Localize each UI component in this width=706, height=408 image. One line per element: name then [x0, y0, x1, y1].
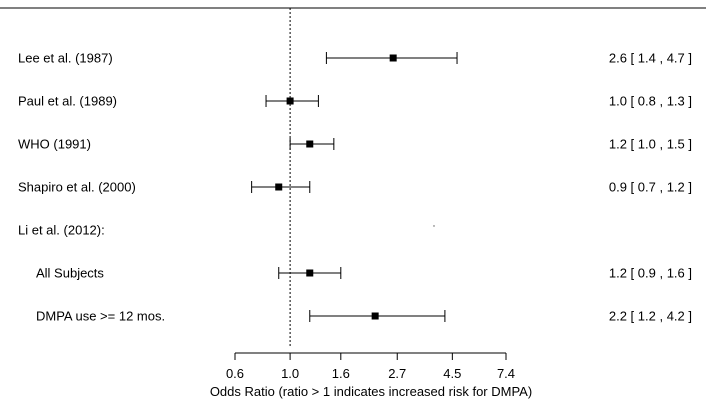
x-tick-label: 4.5	[443, 366, 461, 381]
study-row: Li et al. (2012):	[18, 223, 105, 238]
x-axis: 0.6 1.0 1.6 2.7 4.5 7.4	[226, 352, 515, 381]
point-estimate	[389, 54, 397, 62]
ci-value-label: 1.0 [ 0.8 , 1.3 ]	[609, 94, 692, 109]
x-tick-label: 0.6	[226, 366, 244, 381]
study-label: Shapiro et al. (2000)	[18, 180, 136, 195]
study-label: DMPA use >= 12 mos.	[36, 309, 165, 324]
point-estimate	[306, 140, 314, 148]
ci-value-label: 1.2 [ 1.0 , 1.5 ]	[609, 137, 692, 152]
x-tick-label: 1.6	[332, 366, 350, 381]
ci-value-label: 2.6 [ 1.4 , 4.7 ]	[609, 51, 692, 66]
study-row: Lee et al. (1987) 2.6 [ 1.4 , 4.7 ]	[18, 51, 692, 66]
study-label: Lee et al. (1987)	[18, 51, 113, 66]
point-estimate	[306, 269, 314, 277]
x-tick-label: 2.7	[388, 366, 406, 381]
study-row: Paul et al. (1989) 1.0 [ 0.8 , 1.3 ]	[18, 94, 692, 109]
study-label: Li et al. (2012):	[18, 223, 105, 238]
stray-dot	[433, 225, 435, 227]
study-row: DMPA use >= 12 mos. 2.2 [ 1.2 , 4.2 ]	[36, 309, 692, 324]
point-estimate	[371, 312, 379, 320]
study-row: All Subjects 1.2 [ 0.9 , 1.6 ]	[36, 266, 692, 281]
ci-value-label: 2.2 [ 1.2 , 4.2 ]	[609, 309, 692, 324]
point-estimate	[275, 183, 283, 191]
study-row: Shapiro et al. (2000) 0.9 [ 0.7 , 1.2 ]	[18, 180, 692, 195]
point-estimate	[286, 97, 294, 105]
x-tick-label: 1.0	[281, 366, 299, 381]
study-label: WHO (1991)	[18, 137, 91, 152]
study-label: All Subjects	[36, 266, 104, 281]
ci-value-label: 0.9 [ 0.7 , 1.2 ]	[609, 180, 692, 195]
ci-value-label: 1.2 [ 0.9 , 1.6 ]	[609, 266, 692, 281]
study-row: WHO (1991) 1.2 [ 1.0 , 1.5 ]	[18, 137, 692, 152]
x-axis-title: Odds Ratio (ratio > 1 indicates increase…	[210, 384, 532, 399]
x-tick-label: 7.4	[497, 366, 515, 381]
study-label: Paul et al. (1989)	[18, 94, 117, 109]
